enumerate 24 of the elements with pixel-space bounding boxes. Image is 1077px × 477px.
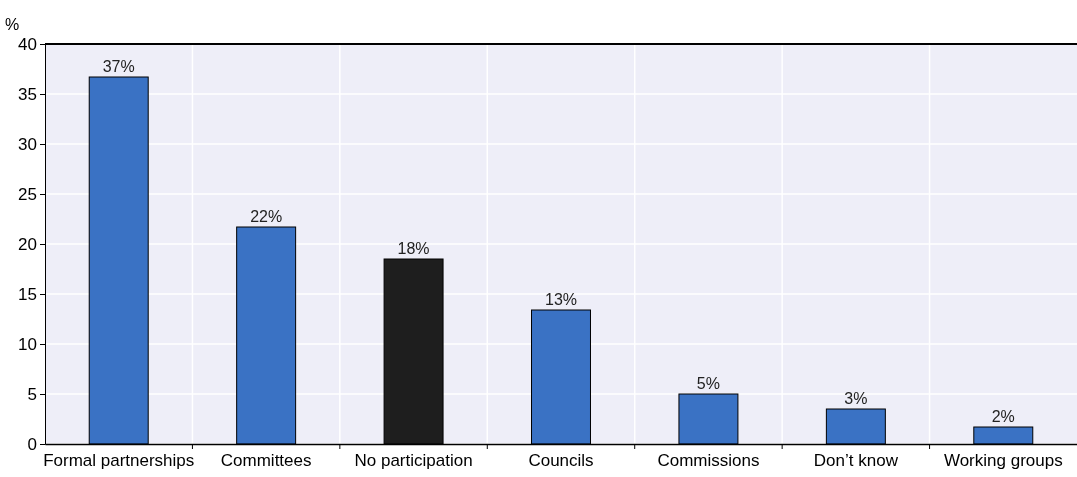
data-label: 13%: [544, 291, 578, 308]
data-label: 18%: [397, 240, 430, 257]
y-tick-label: 10: [18, 334, 37, 354]
data-label: 2%: [991, 408, 1015, 425]
y-tick-label: 30: [18, 134, 37, 154]
y-tick-label: 40: [18, 34, 37, 54]
data-label: 37%: [102, 58, 135, 75]
x-tick-label: Working groups: [943, 450, 1063, 470]
x-tick-label: Don’t know: [813, 450, 899, 470]
x-tick-label: Councils: [528, 450, 594, 470]
y-tick-label: 15: [18, 284, 37, 304]
x-tick-label: Commissions: [657, 450, 760, 470]
x-tick-label: Formal partnerships: [43, 450, 195, 470]
x-tick-label: No participation: [354, 450, 473, 470]
data-label: 5%: [696, 375, 720, 392]
y-axis-title: %: [5, 16, 20, 33]
y-tick-label: 35: [18, 84, 37, 104]
data-label: 3%: [844, 390, 868, 407]
y-tick-label: 5: [27, 384, 37, 404]
y-tick-label: 25: [18, 184, 37, 204]
x-tick-label: Committees: [220, 450, 312, 470]
y-tick-label: 20: [18, 234, 37, 254]
y-tick-label: 0: [27, 434, 37, 454]
data-label: 22%: [250, 208, 283, 225]
